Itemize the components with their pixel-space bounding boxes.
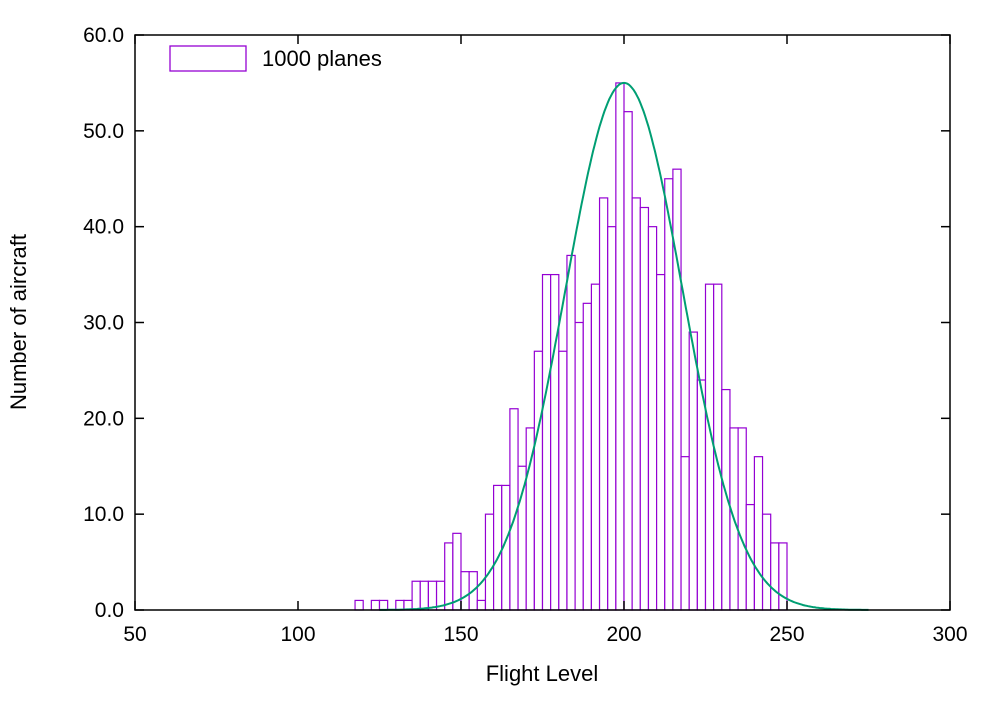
histogram-bar bbox=[493, 484, 503, 611]
y-tick-label: 60.0 bbox=[83, 24, 124, 47]
x-tick-label: 50 bbox=[123, 623, 146, 646]
histogram-bar bbox=[615, 82, 625, 611]
histogram-bar bbox=[590, 283, 601, 611]
histogram-bar bbox=[395, 599, 405, 611]
histogram-bar bbox=[533, 350, 544, 611]
x-tick-label: 300 bbox=[932, 623, 967, 646]
histogram-bar bbox=[574, 321, 584, 611]
histogram-bar bbox=[370, 599, 381, 611]
tick-labels: 50 100 150 200 250 300 0.0 10.0 20.0 30.0 40.0 50.0… bbox=[83, 24, 967, 646]
histogram-bar bbox=[770, 542, 780, 611]
histogram-bar bbox=[688, 331, 698, 611]
plot-layer: 50 100 150 200 250 300 0.0 10.0 20.0 30.0 40.0 50.0… bbox=[83, 24, 967, 646]
histogram-bar bbox=[737, 427, 747, 611]
gaussian-fit-curve bbox=[379, 81, 869, 611]
histogram-bar bbox=[761, 513, 772, 611]
histogram-bar bbox=[753, 456, 764, 611]
histogram-bar bbox=[550, 273, 560, 611]
histogram-bar bbox=[631, 197, 641, 611]
histogram-bar bbox=[664, 178, 674, 611]
histogram-bar bbox=[680, 456, 690, 611]
histogram-bar bbox=[623, 111, 633, 611]
x-axis-title: Flight Level bbox=[486, 661, 599, 686]
y-tick-label: 30.0 bbox=[83, 312, 124, 335]
histogram-bar bbox=[598, 197, 609, 611]
x-tick-label: 100 bbox=[280, 623, 315, 646]
histogram-bar bbox=[639, 206, 650, 611]
histogram-bar bbox=[647, 226, 658, 611]
x-tick-label: 150 bbox=[443, 623, 478, 646]
legend-swatch bbox=[169, 45, 247, 72]
plot-border bbox=[134, 34, 951, 611]
histogram-bar bbox=[411, 580, 421, 611]
histogram-bar bbox=[558, 350, 568, 611]
x-tick-label: 250 bbox=[769, 623, 804, 646]
histogram-bar bbox=[696, 379, 707, 611]
legend: 1000 planes bbox=[169, 45, 382, 72]
histogram-bar bbox=[378, 599, 389, 611]
y-tick-label: 50.0 bbox=[83, 120, 124, 143]
histogram-bars bbox=[354, 82, 788, 611]
histogram-bar bbox=[460, 571, 470, 611]
x-tick-label: 200 bbox=[606, 623, 641, 646]
histogram-bar bbox=[778, 542, 788, 611]
histogram-bar bbox=[484, 513, 495, 611]
histogram-bar bbox=[704, 283, 715, 611]
histogram-bar bbox=[354, 599, 364, 611]
histogram-bar bbox=[582, 302, 592, 611]
histogram-bar bbox=[517, 465, 527, 611]
legend-label: 1000 planes bbox=[262, 46, 382, 71]
y-tick-label: 20.0 bbox=[83, 407, 124, 430]
histogram-bar bbox=[541, 273, 552, 611]
histogram-bar bbox=[444, 542, 454, 611]
histogram-bar bbox=[672, 168, 682, 611]
y-tick-label: 40.0 bbox=[83, 216, 124, 239]
y-tick-label: 10.0 bbox=[83, 503, 124, 526]
y-tick-label: 0.0 bbox=[95, 599, 124, 622]
histogram-bar bbox=[655, 273, 666, 611]
histogram-bar bbox=[476, 599, 487, 611]
y-axis-title: Number of aircraft bbox=[6, 234, 31, 410]
histogram-bar bbox=[607, 226, 617, 611]
histogram-bar bbox=[427, 580, 438, 611]
histogram-bar bbox=[419, 580, 429, 611]
histogram-bar bbox=[566, 254, 576, 611]
